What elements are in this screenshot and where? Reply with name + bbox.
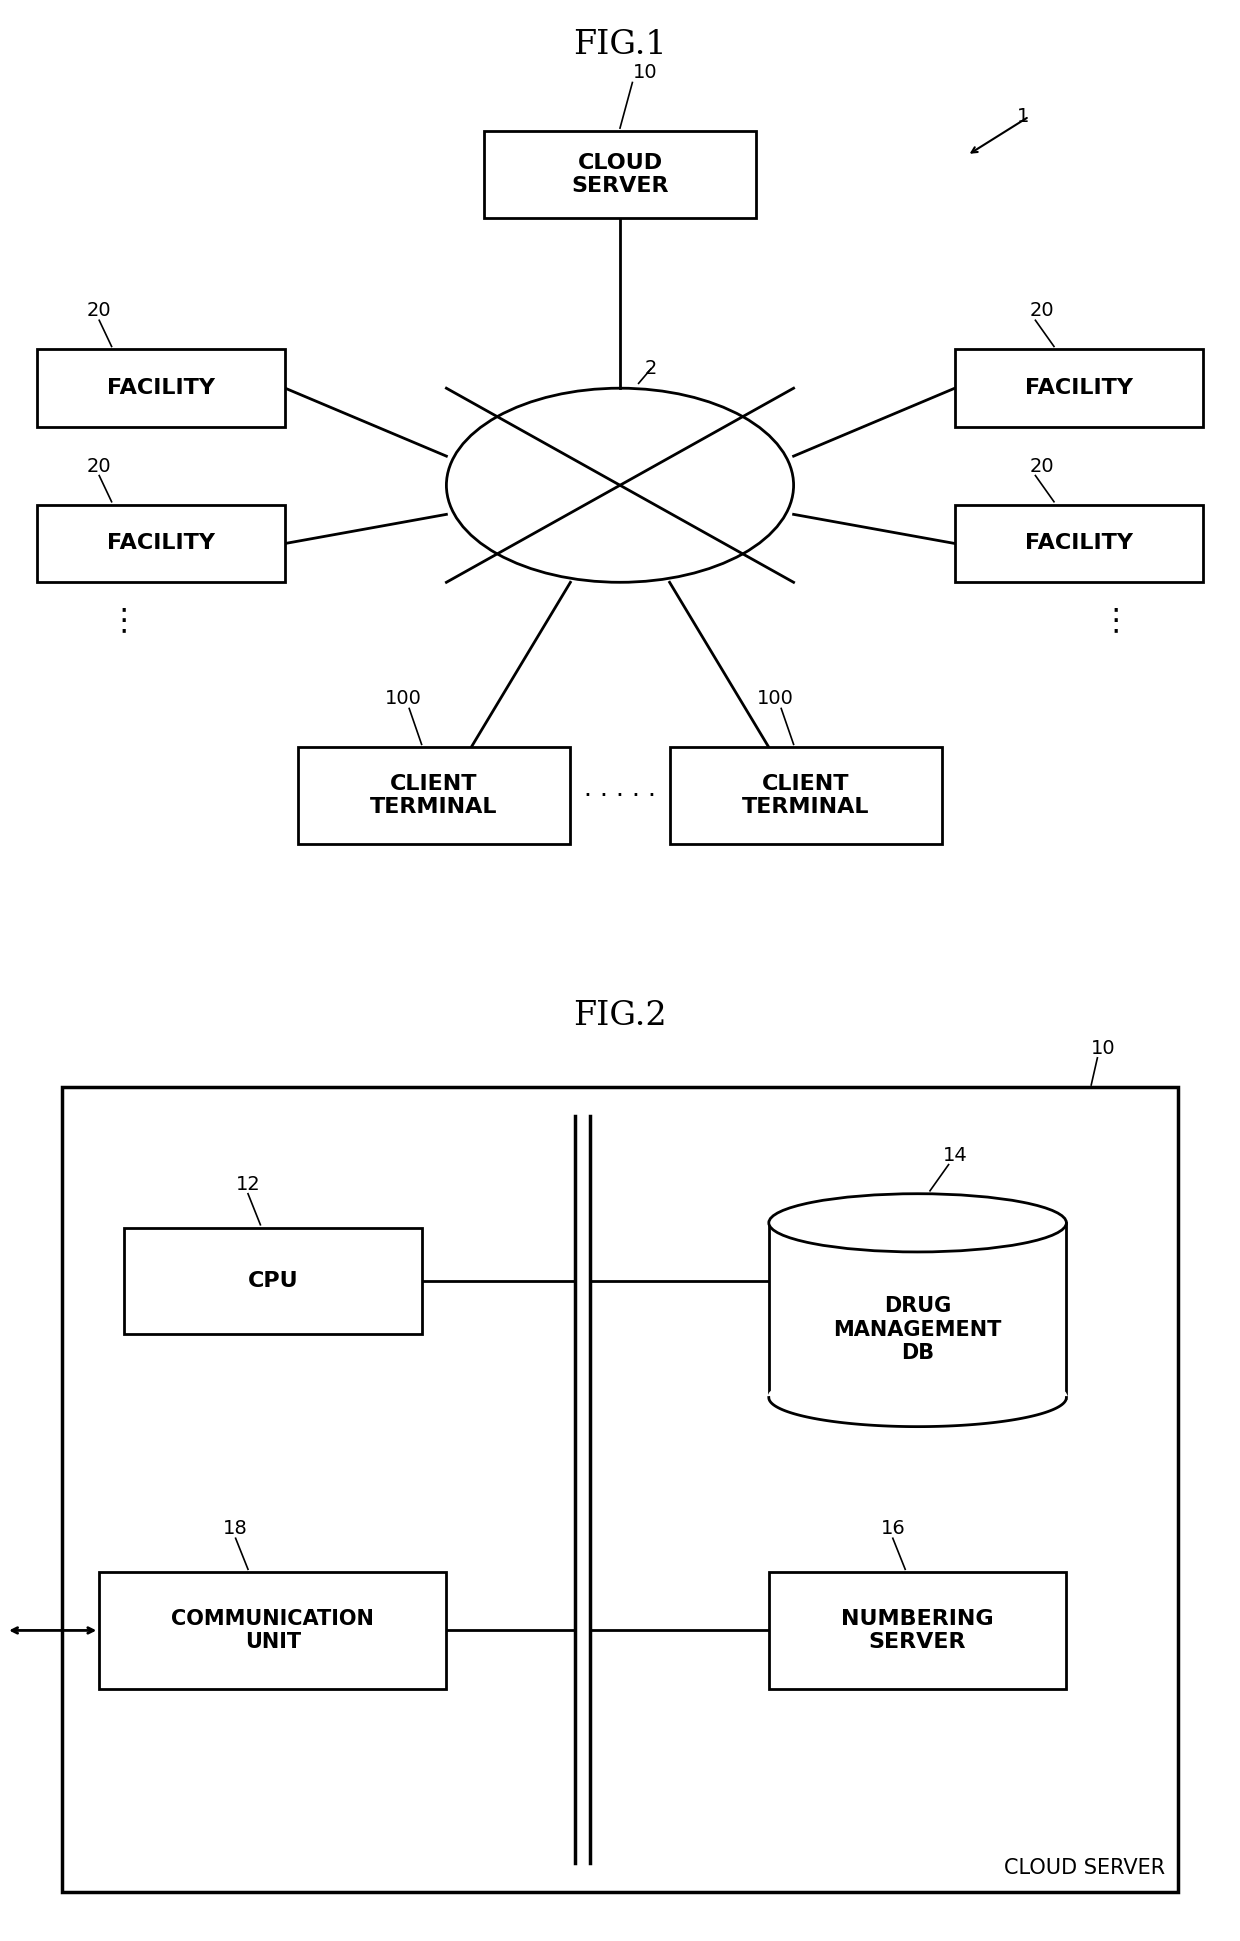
Text: CPU: CPU [248, 1271, 298, 1291]
Text: NUMBERING
SERVER: NUMBERING SERVER [841, 1609, 994, 1652]
Text: 20: 20 [1029, 456, 1054, 476]
Text: 10: 10 [632, 64, 657, 82]
Text: 18: 18 [223, 1520, 248, 1537]
Text: ⋮: ⋮ [109, 608, 139, 635]
Text: 100: 100 [384, 689, 422, 708]
Polygon shape [769, 1223, 1066, 1398]
Text: ⋮: ⋮ [1101, 608, 1131, 635]
Text: 10: 10 [1091, 1038, 1116, 1058]
Text: 12: 12 [236, 1174, 260, 1194]
Text: FACILITY: FACILITY [1024, 378, 1133, 398]
Ellipse shape [769, 1194, 1066, 1252]
Text: FIG.2: FIG.2 [573, 1000, 667, 1031]
Text: 2: 2 [645, 359, 657, 378]
Text: FACILITY: FACILITY [107, 534, 216, 553]
FancyBboxPatch shape [670, 747, 942, 844]
Text: 100: 100 [756, 689, 794, 708]
FancyBboxPatch shape [62, 1087, 1178, 1892]
Text: 20: 20 [87, 301, 112, 320]
FancyBboxPatch shape [37, 349, 285, 427]
Text: FACILITY: FACILITY [1024, 534, 1133, 553]
Text: CLOUD
SERVER: CLOUD SERVER [572, 153, 668, 196]
Text: FIG.1: FIG.1 [573, 29, 667, 60]
FancyBboxPatch shape [769, 1572, 1066, 1689]
Text: CLIENT
TERMINAL: CLIENT TERMINAL [743, 774, 869, 817]
FancyBboxPatch shape [955, 505, 1203, 582]
Text: 1: 1 [1017, 107, 1029, 126]
Ellipse shape [769, 1368, 1066, 1427]
Text: · · · · ·: · · · · · [584, 784, 656, 807]
FancyBboxPatch shape [124, 1229, 422, 1335]
Text: CLIENT
TERMINAL: CLIENT TERMINAL [371, 774, 497, 817]
FancyBboxPatch shape [99, 1572, 446, 1689]
Text: 20: 20 [87, 456, 112, 476]
Text: COMMUNICATION
UNIT: COMMUNICATION UNIT [171, 1609, 374, 1652]
Text: CLOUD SERVER: CLOUD SERVER [1004, 1858, 1166, 1879]
FancyBboxPatch shape [955, 349, 1203, 427]
Text: 14: 14 [942, 1145, 967, 1165]
Text: DRUG
MANAGEMENT
DB: DRUG MANAGEMENT DB [833, 1297, 1002, 1363]
Text: 20: 20 [1029, 301, 1054, 320]
Text: 16: 16 [880, 1520, 905, 1537]
FancyBboxPatch shape [298, 747, 570, 844]
FancyBboxPatch shape [37, 505, 285, 582]
Text: FACILITY: FACILITY [107, 378, 216, 398]
FancyBboxPatch shape [484, 130, 756, 217]
